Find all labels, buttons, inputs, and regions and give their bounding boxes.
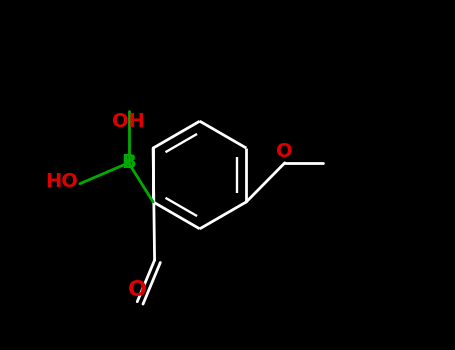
- Text: OH: OH: [112, 112, 145, 132]
- Text: O: O: [277, 142, 293, 161]
- Text: HO: HO: [46, 173, 78, 191]
- Text: O: O: [128, 280, 147, 300]
- Text: B: B: [121, 153, 136, 172]
